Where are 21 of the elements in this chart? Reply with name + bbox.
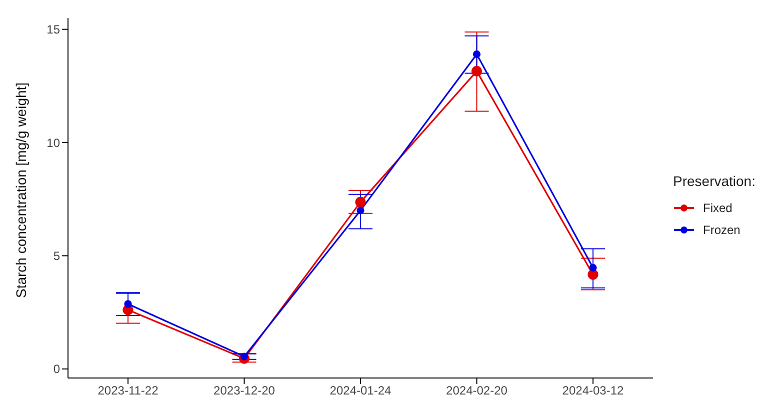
y-tick-label: 10 [46, 136, 60, 150]
point [471, 66, 482, 77]
legend-label: Fixed [702, 200, 734, 217]
point [356, 206, 364, 214]
legend-label: Frozen [702, 222, 742, 239]
y-tick-label: 0 [53, 362, 60, 376]
legend-title: Preservation: [673, 173, 756, 189]
point [124, 300, 132, 308]
point [240, 352, 248, 360]
point [588, 269, 598, 280]
y-tick-label: 5 [53, 248, 60, 263]
y-tick-label: 15 [46, 22, 60, 37]
x-tick-label: 2024-03-12 [562, 384, 624, 398]
x-tick-label: 2024-01-24 [330, 384, 392, 398]
point [589, 264, 597, 272]
y-axis-title: Starch concentration [mg/g weight] [12, 82, 29, 298]
x-tick-label: 2023-11-22 [98, 384, 159, 398]
x-tick-label: 2023-12-20 [214, 384, 276, 398]
x-tick-label: 2024-02-20 [446, 384, 508, 398]
point [472, 50, 481, 58]
point [355, 196, 366, 208]
